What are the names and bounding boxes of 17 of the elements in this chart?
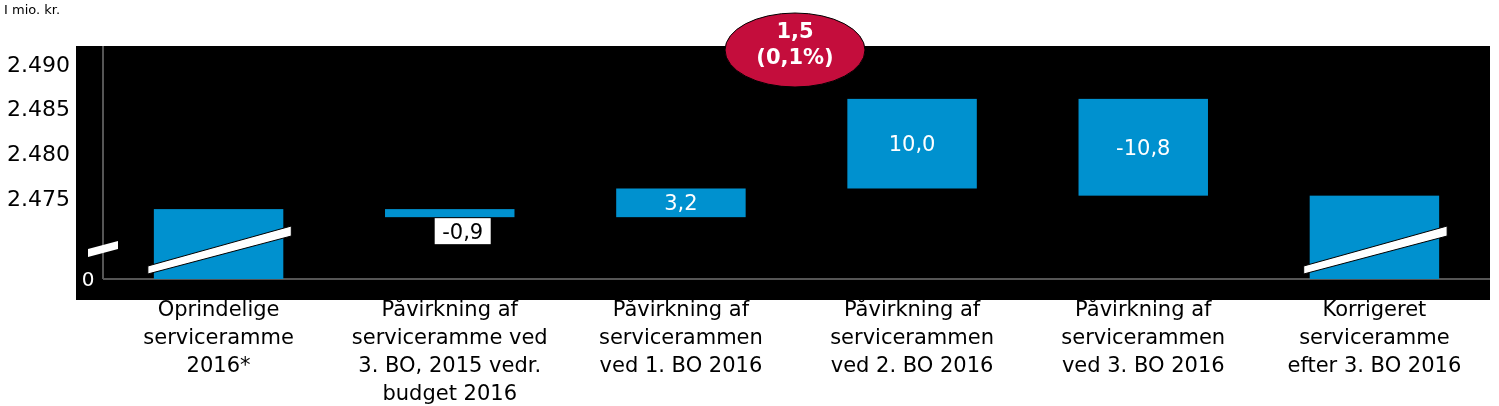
data-label: 3,2 bbox=[664, 191, 698, 216]
data-label: -10,8 bbox=[1116, 135, 1171, 160]
annotation: 1,5 (0,1%) bbox=[756, 19, 834, 69]
annotation: 0 bbox=[81, 267, 95, 291]
x-tick-label: Påvirkning af serviceramme ved 3. BO, 2015 vedr. budget 2016 bbox=[351, 296, 548, 405]
x-tick-label: Korrigeret serviceramme efter 3. BO 2016 bbox=[1287, 297, 1462, 377]
y-tick-label: 2.490 bbox=[7, 51, 70, 77]
y-axis-title: I mio. kr. bbox=[4, 2, 61, 17]
y-tick-label: 2.485 bbox=[7, 96, 70, 122]
x-tick-label: Oprindelige serviceramme 2016* bbox=[143, 297, 294, 377]
x-tick-label: Påvirkning af servicerammen ved 2. BO 2016 bbox=[830, 296, 995, 377]
y-tick-label: 2.480 bbox=[7, 141, 70, 167]
x-tick-label: Påvirkning af servicerammen ved 3. BO 2016 bbox=[1061, 296, 1226, 377]
y-tick-label: 2.475 bbox=[7, 186, 70, 212]
data-label: -0,9 bbox=[442, 219, 484, 244]
data-label: 10,0 bbox=[888, 132, 936, 157]
x-tick-label: Påvirkning af servicerammen ved 1. BO 2016 bbox=[598, 296, 763, 377]
